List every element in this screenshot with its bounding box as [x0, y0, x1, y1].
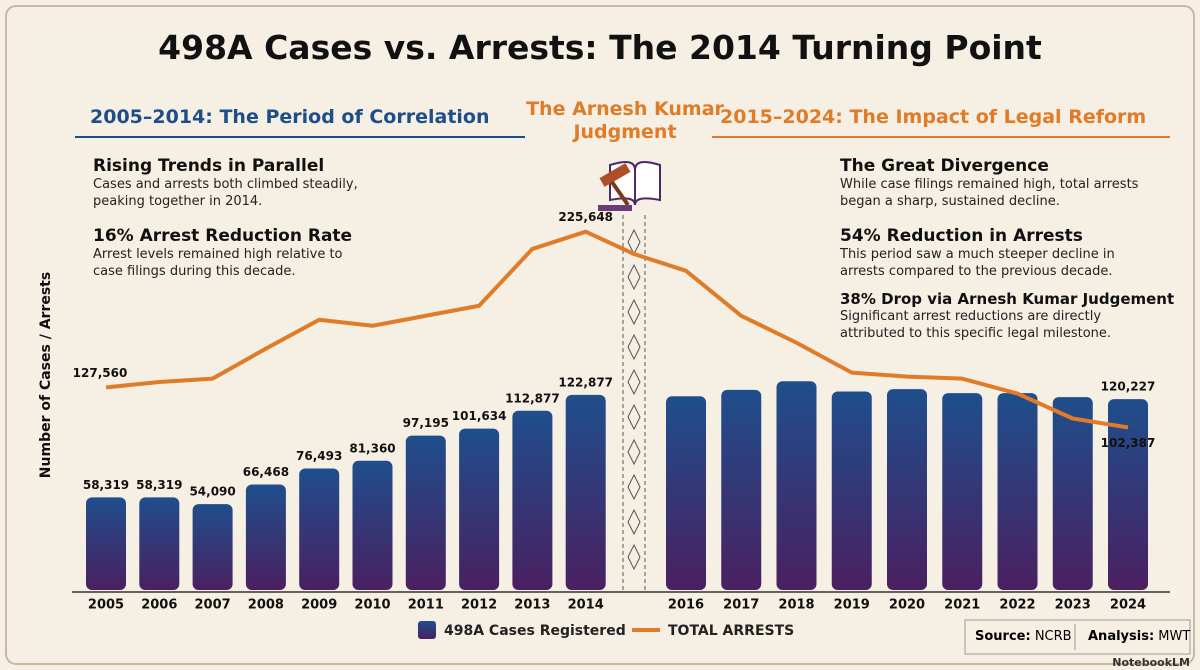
- note-heading: 54% Reduction in Arrests: [840, 226, 1083, 246]
- bar-value-label: 101,634: [452, 409, 507, 423]
- note-body: Cases and arrests both climbed steadily,…: [93, 177, 358, 209]
- x-tick-label: 2011: [408, 598, 444, 613]
- bar: [459, 428, 500, 590]
- line-value-label: 127,560: [73, 366, 128, 380]
- x-tick-label: 2020: [889, 598, 925, 613]
- left-header: 2005–2014: The Period of Correlation: [90, 106, 490, 128]
- bar: [721, 389, 762, 590]
- x-tick-label: 2007: [195, 598, 231, 613]
- arrests-line: [105, 229, 1129, 430]
- x-tick-label: 2022: [999, 598, 1035, 613]
- bar-value-label: 76,493: [296, 449, 342, 463]
- right-notes: The Great Divergence While case filings …: [840, 156, 1180, 342]
- x-tick-label: 2008: [248, 598, 284, 613]
- x-tick-label: 2006: [141, 598, 177, 613]
- x-tick-label: 2019: [834, 598, 870, 613]
- bar: [299, 468, 340, 590]
- bar-value-label: 54,090: [189, 485, 235, 499]
- x-tick-label: 2018: [778, 598, 814, 613]
- x-tick-label: 2013: [514, 598, 550, 613]
- footer-analysis: Analysis: MWT: [1088, 629, 1190, 644]
- source: NCRB: [1034, 629, 1072, 644]
- bar-value-label: 58,319: [136, 478, 182, 492]
- x-tick-label: 2012: [461, 598, 497, 613]
- bar: [776, 381, 817, 590]
- bar-value-label: 81,360: [349, 441, 395, 455]
- note-heading: 16% Arrest Reduction Rate: [93, 226, 353, 246]
- note-heading: The Great Divergence: [840, 156, 1049, 176]
- x-tick-label: 2017: [723, 598, 759, 613]
- x-tick-label: 2014: [568, 598, 604, 613]
- note-body: While case filings remained high, total …: [840, 177, 1139, 209]
- x-tick-label: 2005: [88, 598, 124, 613]
- bar: [405, 435, 446, 590]
- left-notes: Rising Trends in Parallel Cases and arre…: [93, 156, 383, 280]
- bar: [512, 410, 553, 590]
- bar: [887, 389, 927, 590]
- bar: [192, 504, 233, 590]
- note-body: This period saw a much steeper decline i…: [840, 247, 1115, 279]
- legend-cases-icon: [418, 621, 436, 639]
- note-body: Significant arrest reductions are direct…: [840, 309, 1112, 341]
- gavel-icon: [598, 160, 661, 211]
- center-header: The Arnesh Kumar Judgment: [526, 98, 724, 143]
- right-header: 2015–2024: The Impact of Legal Reform: [720, 106, 1147, 128]
- note-heading: 38% Drop via Arnesh Kumar Judgement: [840, 290, 1175, 308]
- bar-value-label: 112,877: [505, 391, 560, 405]
- bar: [1052, 397, 1093, 590]
- note-body: Arrest levels remained high relative to …: [93, 247, 343, 279]
- bar: [352, 460, 393, 590]
- bar-value-label: 97,195: [403, 416, 449, 430]
- bar-value-label: 58,319: [83, 478, 129, 492]
- bar: [86, 497, 126, 590]
- x-tick-label: 2023: [1055, 598, 1091, 613]
- source-label: Source:: [975, 629, 1031, 644]
- bar-value-label: 120,227: [1101, 380, 1156, 394]
- line-value-label: 102,387: [1101, 436, 1156, 450]
- watermark: NotebookLM: [1112, 656, 1190, 669]
- line-value-label: 225,648: [558, 210, 613, 224]
- bar: [245, 484, 286, 590]
- bar: [666, 396, 706, 590]
- bar-value-label: 122,877: [558, 375, 613, 389]
- bar-value-label: 66,468: [243, 465, 289, 479]
- footer-box: [964, 619, 1191, 655]
- note-heading: Rising Trends in Parallel: [93, 156, 325, 176]
- x-tick-label: 2009: [301, 598, 337, 613]
- bar: [942, 393, 983, 590]
- footer-source: Source: NCRB: [975, 629, 1072, 644]
- title: 498A Cases vs. Arrests: The 2014 Turning…: [158, 28, 1042, 67]
- bar: [139, 497, 180, 590]
- bar: [565, 394, 606, 590]
- analysis-label: Analysis:: [1088, 629, 1155, 644]
- analysis: MWT: [1158, 629, 1191, 644]
- bar: [831, 391, 872, 590]
- divider: [622, 215, 646, 590]
- x-tick-label: 2021: [944, 598, 980, 613]
- frame: [5, 5, 1195, 665]
- bar: [1108, 399, 1148, 590]
- x-tick-label: 2016: [668, 598, 704, 613]
- bar: [997, 393, 1038, 590]
- legend-label: 498A Cases Registered: [444, 623, 626, 639]
- x-tick-label: 2024: [1110, 598, 1146, 613]
- x-tick-label: 2010: [354, 598, 390, 613]
- y-axis-label: Number of Cases / Arrests: [38, 272, 54, 478]
- legend-label: TOTAL ARRESTS: [668, 623, 794, 639]
